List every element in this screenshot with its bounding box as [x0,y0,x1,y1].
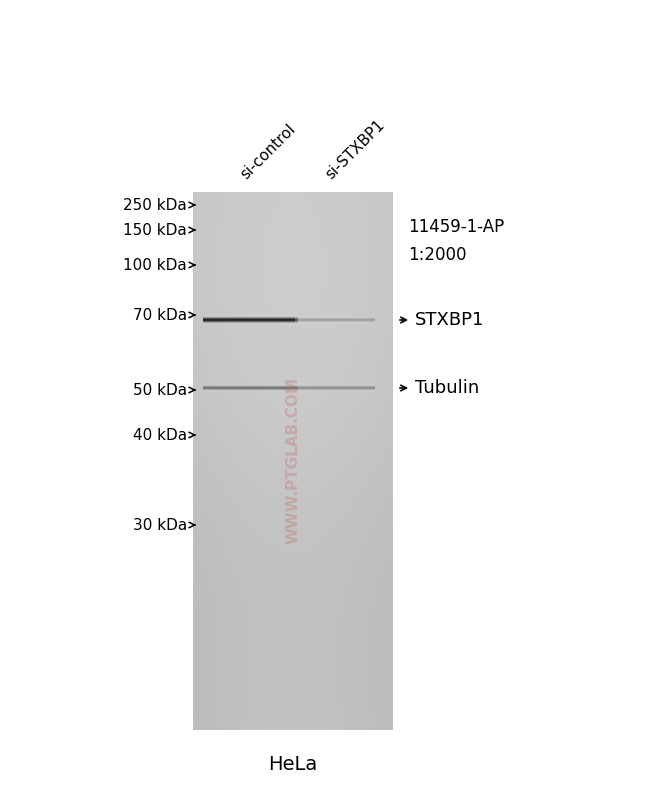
Text: 40 kDa: 40 kDa [133,427,187,442]
Text: si-STXBP1: si-STXBP1 [322,117,387,182]
Text: si-control: si-control [237,121,298,182]
Text: 100 kDa: 100 kDa [124,257,187,273]
Text: STXBP1: STXBP1 [415,311,484,329]
Text: WWW.PTGLAB.COM: WWW.PTGLAB.COM [285,378,300,544]
Text: 30 kDa: 30 kDa [133,517,187,532]
Text: 11459-1-AP: 11459-1-AP [408,218,504,236]
Text: 250 kDa: 250 kDa [124,198,187,213]
Text: 150 kDa: 150 kDa [124,222,187,238]
Text: 1:2000: 1:2000 [408,246,467,264]
Text: 70 kDa: 70 kDa [133,308,187,323]
Text: 50 kDa: 50 kDa [133,383,187,398]
Text: Tubulin: Tubulin [415,379,479,397]
Text: HeLa: HeLa [268,755,318,774]
